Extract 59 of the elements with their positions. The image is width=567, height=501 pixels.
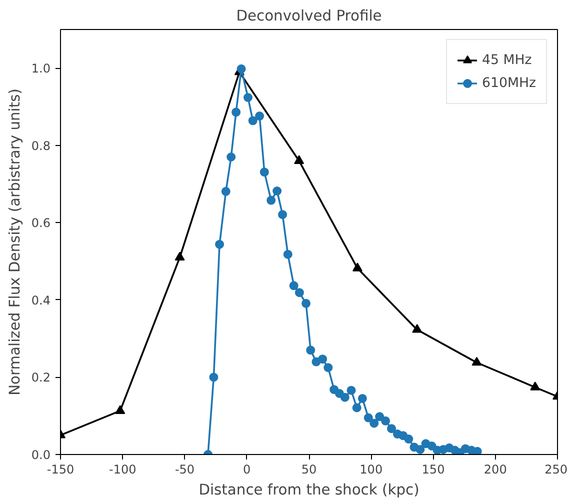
point [387,424,396,434]
y-tick-label: 0.8 [31,138,51,153]
point [416,444,425,454]
point [352,403,362,412]
point [221,186,230,196]
point [412,324,422,333]
point [255,112,264,121]
x-tick-label: 100 [360,462,383,476]
point [115,405,126,414]
x-tick-label: 0 [243,462,251,476]
point [260,168,269,177]
point [381,416,390,426]
point [289,281,298,290]
point [370,418,379,428]
point [232,108,241,117]
point [364,413,373,422]
point [318,354,328,364]
point [174,252,185,261]
point [209,372,218,382]
point [404,434,414,444]
point [530,382,540,390]
point [272,186,282,196]
y-axis-title: Normalized Flux Density (arbistrary units) [6,88,24,396]
point [346,386,356,395]
y-tick-label: 0.2 [31,370,51,385]
y-tick-label: 0.6 [31,216,51,230]
y-tick-label: 1.0 [31,62,51,76]
point [294,155,304,164]
legend-label: 610MHz [482,76,536,90]
x-axis-title: Distance from the shock (kpc) [198,482,420,498]
x-tick-label: 150 [422,462,445,476]
point [278,210,288,220]
x-tick-label: -50 [174,462,195,476]
chart-title: Deconvolved Profile [236,8,382,24]
point [358,394,367,403]
point [266,196,276,205]
point [472,356,482,366]
point [306,346,316,355]
x-tick-label: -100 [109,462,136,476]
x-tick-label: -150 [46,462,74,476]
point [472,446,482,454]
point [243,93,252,102]
legend-label: 45 MHz [482,52,532,68]
point [283,250,292,259]
point [324,363,333,372]
y-tick-label: 0.0 [31,448,51,462]
x-tick-label: 250 [544,462,567,476]
point [215,240,224,249]
x-tick-label: 200 [484,462,507,476]
x-tick-label: 50 [301,462,317,476]
y-tick-label: 0.4 [31,293,51,308]
point [375,412,384,422]
point [340,392,350,402]
point [302,298,311,308]
point [248,116,258,126]
point [294,288,304,298]
point [352,262,362,272]
point [236,64,246,74]
point [226,152,236,162]
